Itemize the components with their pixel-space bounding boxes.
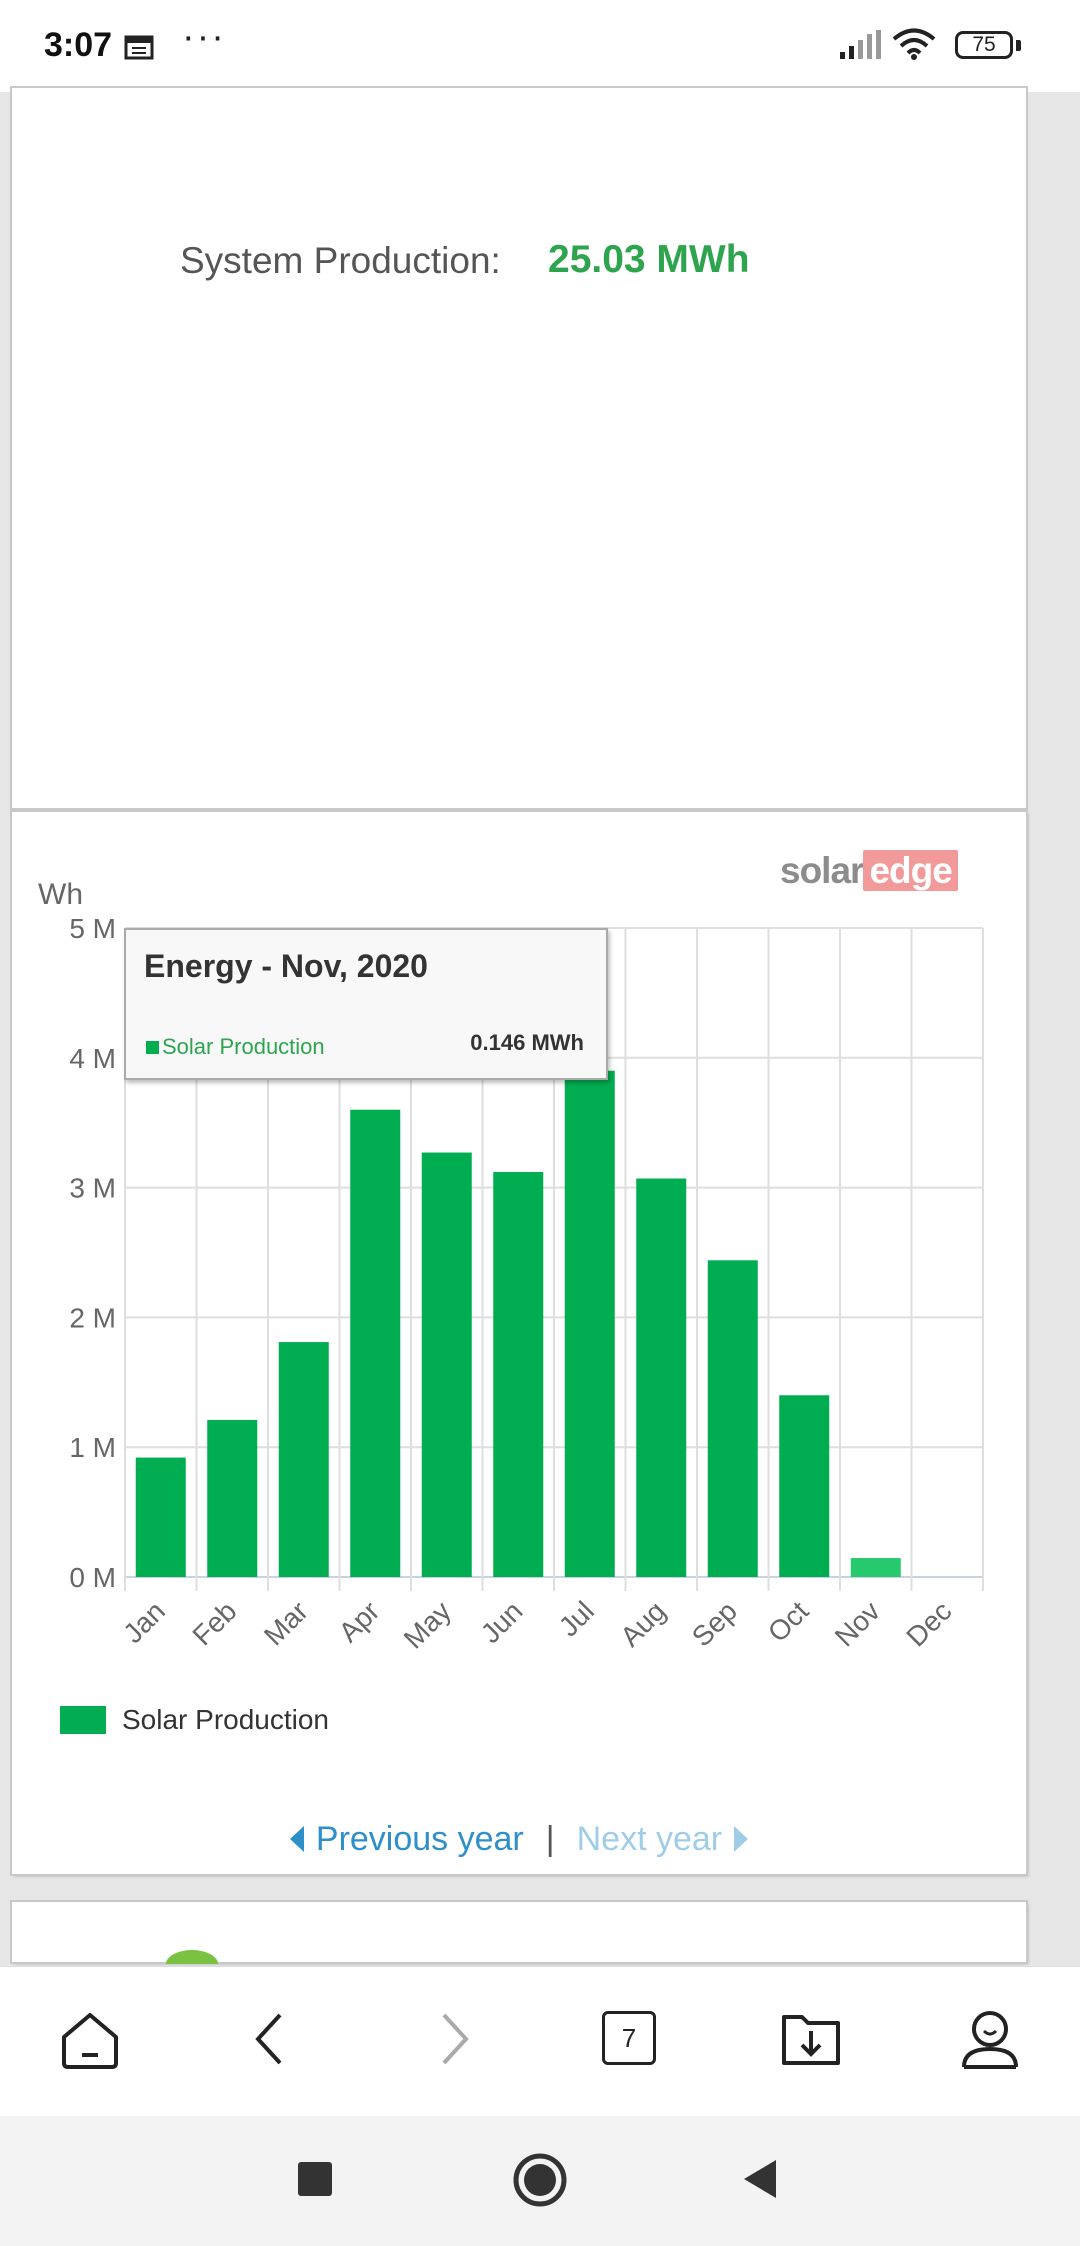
legend-swatch bbox=[60, 1706, 106, 1734]
signal-icon bbox=[838, 30, 882, 65]
x-tick-label: May bbox=[398, 1595, 457, 1654]
recents-icon[interactable] bbox=[296, 2160, 336, 2200]
production-card: System Production: 25.03 MWh bbox=[12, 88, 1026, 808]
forward-button[interactable] bbox=[434, 2007, 506, 2079]
x-tick-label: Dec bbox=[900, 1595, 957, 1652]
production-value: 25.03 MWh bbox=[548, 238, 750, 281]
next-year-label: Next year bbox=[576, 1820, 723, 1858]
chart-legend[interactable]: Solar Production bbox=[60, 1704, 329, 1736]
battery-tip bbox=[1016, 40, 1021, 51]
browser-toolbar: 7 bbox=[0, 1966, 1080, 2117]
tooltip-series: Solar Production bbox=[146, 1034, 325, 1060]
y-tick-label: 3 M bbox=[69, 1173, 116, 1204]
x-tick-label: Jun bbox=[475, 1595, 529, 1649]
x-tick-label: Mar bbox=[258, 1595, 314, 1651]
home-button[interactable] bbox=[58, 2007, 130, 2079]
tab-count: 7 bbox=[602, 2011, 656, 2065]
energy-bar-chart: Wh 0 M 1 M 2 M 3 M 4 M 5 M Jan Feb Mar Apr May Jun Ju… bbox=[38, 878, 984, 1655]
x-tick-label: Feb bbox=[186, 1595, 242, 1651]
next-card bbox=[12, 1902, 1026, 1964]
y-tick-label: 1 M bbox=[69, 1432, 116, 1463]
back-arrow-icon bbox=[255, 2013, 282, 2065]
bar-feb bbox=[207, 1419, 258, 1577]
downloads-button[interactable] bbox=[780, 2007, 852, 2079]
logo-solar-text: solar bbox=[780, 850, 864, 891]
status-bar: 3:07 ··· 75 bbox=[0, 0, 1080, 92]
chevron-left-icon bbox=[289, 1826, 304, 1852]
x-tick-label: Jan bbox=[117, 1595, 171, 1649]
more-notifications-icon: ··· bbox=[182, 16, 226, 58]
tooltip-series-label: Solar Production bbox=[162, 1034, 325, 1059]
y-tick-label: 5 M bbox=[69, 913, 116, 944]
legend-label: Solar Production bbox=[122, 1704, 330, 1735]
bar-jun bbox=[493, 1172, 544, 1577]
home-nav-icon[interactable] bbox=[512, 2152, 568, 2208]
status-time: 3:07 bbox=[44, 26, 113, 64]
forward-arrow-icon bbox=[442, 2013, 469, 2065]
y-tick-label: 2 M bbox=[69, 1302, 116, 1333]
profile-icon bbox=[962, 2011, 1018, 2069]
x-tick-label: Aug bbox=[614, 1595, 671, 1652]
back-button[interactable] bbox=[250, 2007, 322, 2079]
production-label: System Production: bbox=[180, 240, 501, 281]
y-tick-label: 0 M bbox=[69, 1562, 116, 1593]
chart-tooltip: Energy - Nov, 2020 Solar Production 0.14… bbox=[124, 928, 608, 1080]
x-tick-label: Nov bbox=[829, 1595, 886, 1652]
y-axis-label: Wh bbox=[38, 878, 83, 911]
x-tick-label: Sep bbox=[686, 1595, 743, 1652]
logo-edge-text: edge bbox=[863, 850, 958, 891]
bar-jan bbox=[135, 1457, 186, 1577]
x-tick-label: Apr bbox=[333, 1595, 386, 1648]
wifi-icon bbox=[892, 28, 936, 65]
tooltip-swatch bbox=[146, 1041, 159, 1054]
system-navigation-bar bbox=[0, 2116, 1080, 2246]
year-pager: Previous year | Next year bbox=[12, 1820, 1026, 1859]
x-tick-label: Jul bbox=[553, 1595, 600, 1642]
bar-mar bbox=[278, 1342, 329, 1577]
calendar-icon bbox=[124, 34, 154, 65]
previous-year-label: Previous year bbox=[315, 1820, 524, 1858]
next-year-link[interactable]: Next year bbox=[577, 1820, 749, 1858]
previous-year-link[interactable]: Previous year bbox=[289, 1820, 524, 1858]
home-icon bbox=[62, 2013, 118, 2069]
battery-icon: 75 bbox=[955, 31, 1013, 59]
bar-jul bbox=[564, 1070, 615, 1577]
download-folder-icon bbox=[782, 2015, 840, 2065]
leaf-icon bbox=[166, 1950, 218, 1964]
bar-nov bbox=[850, 1558, 901, 1577]
bar-oct bbox=[779, 1395, 830, 1577]
chevron-right-icon bbox=[734, 1826, 749, 1852]
tabs-button[interactable]: 7 bbox=[602, 2011, 674, 2083]
tooltip-value: 0.146 MWh bbox=[470, 1030, 584, 1055]
profile-button[interactable] bbox=[958, 2007, 1030, 2079]
x-tick-label: Oct bbox=[762, 1595, 815, 1648]
bar-sep bbox=[707, 1260, 758, 1577]
y-tick-label: 4 M bbox=[69, 1043, 116, 1074]
pager-separator: | bbox=[545, 1820, 555, 1858]
back-nav-icon[interactable] bbox=[740, 2158, 780, 2202]
solaredge-logo: solar edge bbox=[780, 850, 958, 892]
chart-card: solar edge Wh 0 M 1 M 2 M 3 M 4 M 5 M Jan Feb Mar A… bbox=[12, 812, 1026, 1874]
bar-aug bbox=[636, 1178, 687, 1577]
bar-apr bbox=[350, 1109, 401, 1577]
tooltip-title: Energy - Nov, 2020 bbox=[144, 948, 428, 984]
bar-may bbox=[421, 1152, 472, 1577]
